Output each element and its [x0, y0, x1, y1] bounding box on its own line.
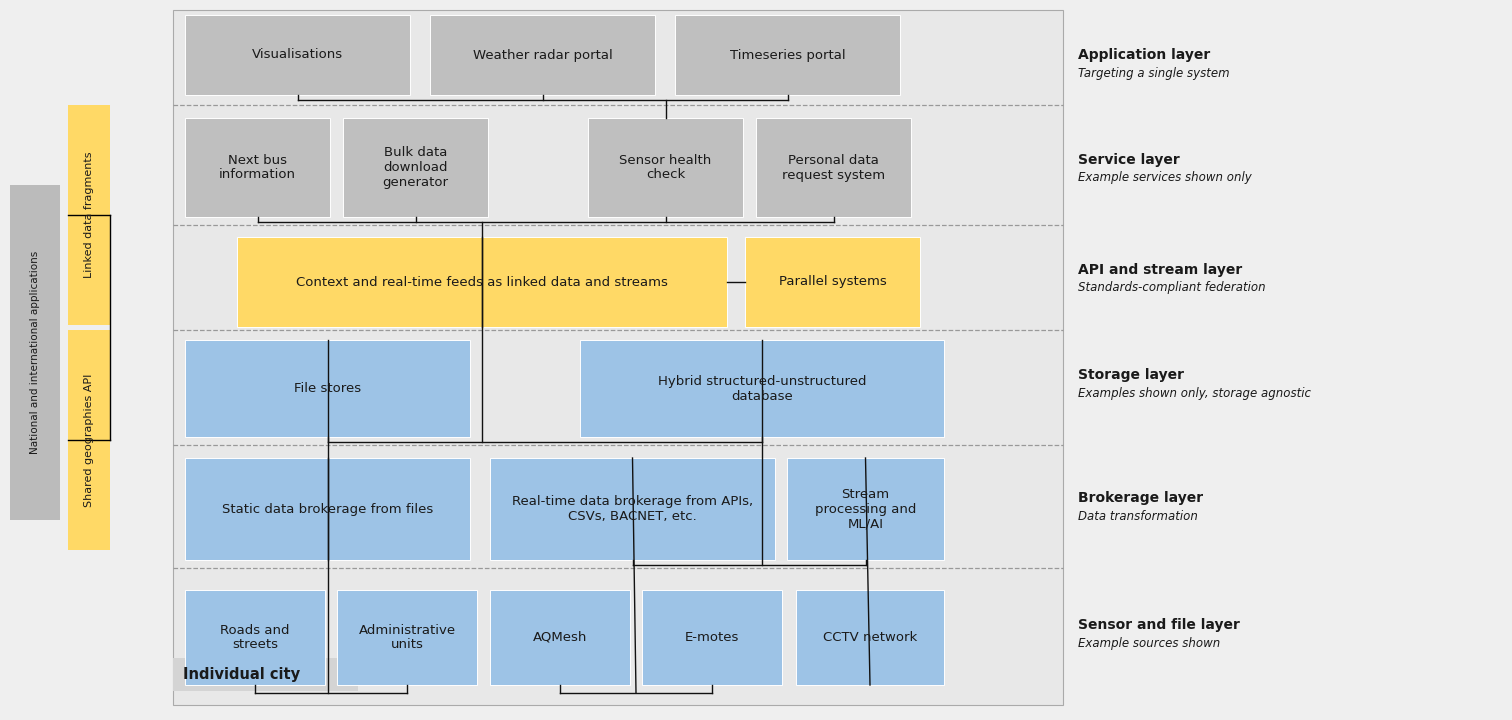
Bar: [337, 590, 476, 685]
Text: Standards-compliant federation: Standards-compliant federation: [1078, 282, 1266, 294]
Text: E-motes: E-motes: [685, 631, 739, 644]
Bar: [184, 15, 410, 95]
Bar: [745, 237, 919, 327]
Bar: [184, 340, 470, 437]
Text: Linked data fragments: Linked data fragments: [85, 152, 94, 278]
Bar: [756, 118, 912, 217]
Text: Roads and
streets: Roads and streets: [221, 624, 290, 652]
Text: Real-time data brokerage from APIs,
CSVs, BACNET, etc.: Real-time data brokerage from APIs, CSVs…: [513, 495, 753, 523]
Text: AQMesh: AQMesh: [532, 631, 587, 644]
Text: Administrative
units: Administrative units: [358, 624, 455, 652]
Bar: [172, 658, 358, 691]
Text: CCTV network: CCTV network: [823, 631, 918, 644]
Text: Next bus
information: Next bus information: [219, 153, 296, 181]
Text: Data transformation: Data transformation: [1078, 510, 1198, 523]
Bar: [643, 590, 782, 685]
Bar: [788, 458, 943, 560]
Text: Service layer: Service layer: [1078, 153, 1179, 167]
Text: Visualisations: Visualisations: [253, 48, 343, 61]
Text: Example services shown only: Example services shown only: [1078, 171, 1252, 184]
Bar: [184, 118, 330, 217]
Bar: [490, 458, 776, 560]
Bar: [343, 118, 488, 217]
Bar: [429, 15, 655, 95]
Bar: [11, 185, 60, 520]
Text: Examples shown only, storage agnostic: Examples shown only, storage agnostic: [1078, 387, 1311, 400]
Text: Stream
processing and
ML/AI: Stream processing and ML/AI: [815, 487, 916, 531]
Text: Targeting a single system: Targeting a single system: [1078, 66, 1229, 79]
Text: File stores: File stores: [293, 382, 361, 395]
Text: Individual city: Individual city: [183, 667, 299, 682]
Text: Bulk data
download
generator: Bulk data download generator: [383, 146, 449, 189]
Text: National and international applications: National and international applications: [30, 251, 39, 454]
Bar: [184, 458, 470, 560]
Text: Application layer: Application layer: [1078, 48, 1210, 62]
Bar: [581, 340, 943, 437]
Text: Timeseries portal: Timeseries portal: [730, 48, 845, 61]
Text: Context and real-time feeds as linked data and streams: Context and real-time feeds as linked da…: [296, 276, 668, 289]
Bar: [184, 590, 325, 685]
Text: Static data brokerage from files: Static data brokerage from files: [222, 503, 432, 516]
Text: Personal data
request system: Personal data request system: [782, 153, 885, 181]
Bar: [588, 118, 742, 217]
Bar: [490, 590, 631, 685]
Bar: [674, 15, 900, 95]
Bar: [68, 330, 110, 550]
Text: Hybrid structured-unstructured
database: Hybrid structured-unstructured database: [658, 374, 866, 402]
Text: Weather radar portal: Weather radar portal: [473, 48, 612, 61]
Text: Brokerage layer: Brokerage layer: [1078, 491, 1204, 505]
Text: Parallel systems: Parallel systems: [779, 276, 886, 289]
Bar: [172, 10, 1063, 705]
Text: API and stream layer: API and stream layer: [1078, 263, 1243, 277]
Text: Sensor and file layer: Sensor and file layer: [1078, 618, 1240, 632]
Text: Shared geographies API: Shared geographies API: [85, 373, 94, 507]
Bar: [68, 105, 110, 325]
Text: Storage layer: Storage layer: [1078, 368, 1184, 382]
Text: Example sources shown: Example sources shown: [1078, 636, 1220, 649]
Bar: [237, 237, 727, 327]
Bar: [795, 590, 943, 685]
Text: Sensor health
check: Sensor health check: [620, 153, 712, 181]
